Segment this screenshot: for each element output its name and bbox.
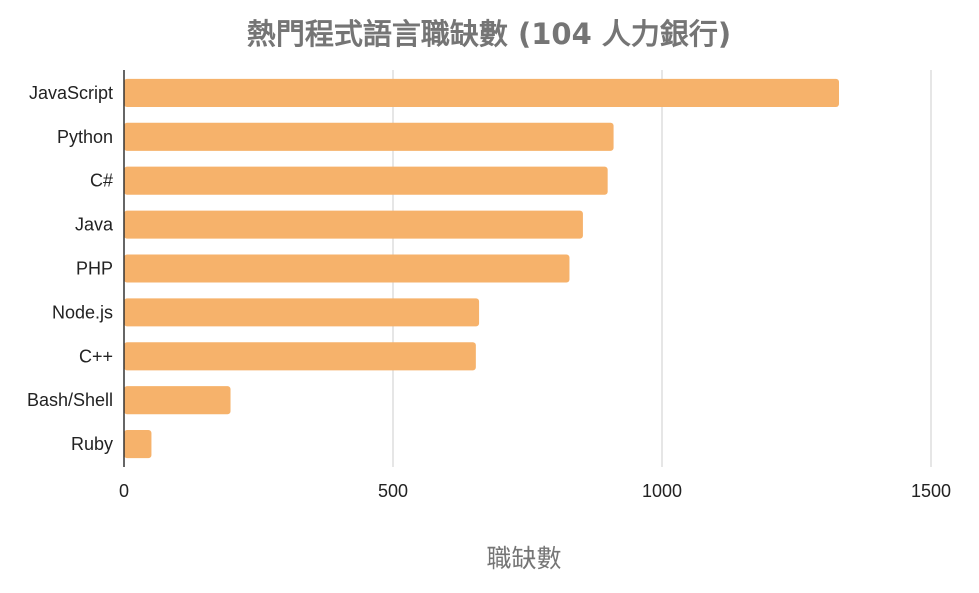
bar (124, 166, 608, 195)
x-tick-label: 500 (378, 481, 408, 501)
category-label: Python (57, 127, 113, 147)
category-label: PHP (76, 259, 113, 279)
bar (124, 430, 152, 459)
x-tick-label: 1500 (911, 481, 951, 501)
x-axis-title: 職缺數 (486, 544, 561, 573)
bar (124, 78, 840, 107)
bar (124, 122, 614, 151)
bar (124, 342, 476, 371)
bar (124, 298, 480, 327)
category-label: C++ (79, 346, 113, 366)
x-tick-label: 1000 (642, 481, 682, 501)
chart-title: 熱門程式語言職缺數 (104 人力銀行) (247, 17, 731, 51)
category-label: JavaScript (29, 83, 113, 103)
x-tick-labels: 0 500 1000 1500 (119, 481, 951, 501)
category-label: Bash/Shell (27, 390, 113, 410)
category-label: Java (75, 215, 114, 235)
category-label: Node.js (52, 302, 113, 322)
bars (124, 78, 840, 459)
bar (124, 210, 583, 239)
bar (124, 386, 231, 415)
category-label: Ruby (71, 434, 113, 454)
bar (124, 254, 570, 283)
x-tick-label: 0 (119, 481, 129, 501)
category-label: C# (90, 171, 113, 191)
category-labels: JavaScript Python C# Java PHP Node.js C++ Bash/… (27, 83, 114, 454)
